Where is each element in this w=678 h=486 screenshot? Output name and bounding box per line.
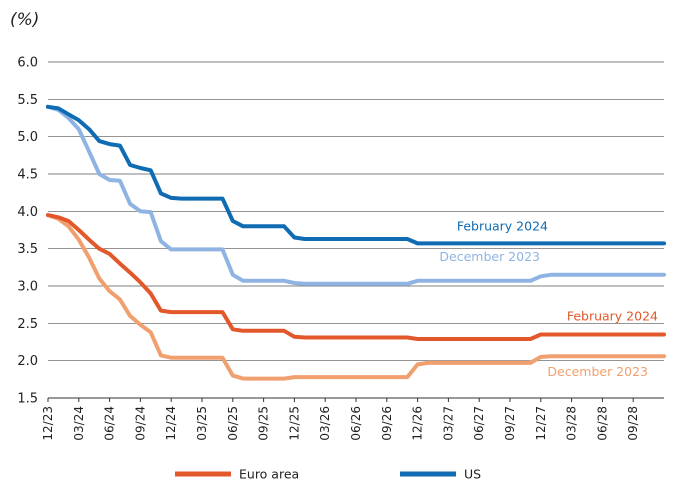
series-line-euro-area-december-2023 — [46, 213, 666, 381]
y-tick-label: 1.5 — [17, 392, 38, 407]
y-tick-label: 2.5 — [17, 317, 38, 332]
series-line-euro-area-february-2024 — [46, 213, 666, 341]
y-tick-label: 4.0 — [17, 205, 38, 220]
x-tick-label: 03/28 — [565, 406, 579, 441]
y-tick-label: 5.5 — [17, 93, 38, 108]
y-tick-label: 2.0 — [17, 354, 38, 369]
series-lines — [46, 104, 666, 381]
x-tick-label: 12/25 — [287, 406, 301, 441]
x-tick-label: 09/25 — [257, 406, 271, 441]
series-line-us-december-2023 — [46, 104, 666, 286]
x-tick-label: 03/24 — [72, 406, 86, 441]
series-label: December 2023 — [439, 249, 540, 264]
x-tick-label: 03/27 — [441, 406, 455, 441]
legend: Euro area US — [175, 467, 481, 482]
x-tick-label: 06/25 — [226, 406, 240, 441]
x-tick-label: 12/27 — [534, 406, 548, 441]
x-tick-label: 06/27 — [472, 406, 486, 441]
x-tick-label: 06/26 — [349, 406, 363, 441]
x-tick-label: 09/27 — [503, 406, 517, 441]
y-tick-label: 3.0 — [17, 280, 38, 295]
x-tick-label: 09/26 — [380, 406, 394, 441]
legend-label: US — [464, 467, 481, 482]
series-labels: February 2024 December 2023 February 2024 D… — [439, 218, 658, 379]
series-label: December 2023 — [547, 364, 648, 379]
x-tick-label: 06/24 — [103, 406, 117, 441]
y-axis-ticks: 1.5 2.0 2.5 3.0 3.5 4.0 4.5 5.0 5.5 6.0 — [17, 56, 38, 407]
y-tick-label: 5.0 — [17, 130, 38, 145]
y-tick-label: 6.0 — [17, 56, 38, 71]
series-line-us-february-2024 — [46, 104, 666, 246]
y-tick-label: 3.5 — [17, 242, 38, 257]
x-tick-label: 09/24 — [133, 406, 147, 441]
y-tick-label: 4.5 — [17, 168, 38, 183]
legend-label: Euro area — [239, 467, 299, 482]
x-tick-label: 03/25 — [195, 406, 209, 441]
x-tick-label: 12/26 — [411, 406, 425, 441]
series-label: February 2024 — [457, 218, 548, 233]
y-unit-label: (%) — [10, 10, 39, 30]
x-tick-label: 06/28 — [595, 406, 609, 441]
series-label: February 2024 — [567, 309, 658, 324]
x-tick-label: 09/28 — [626, 406, 640, 441]
x-tick-label: 03/26 — [318, 406, 332, 441]
x-tick-label: 12/24 — [164, 406, 178, 441]
x-axis-ticks: 12/23 03/24 06/24 09/24 12/24 03/25 06/25 09/25… — [41, 398, 640, 441]
gridlines — [48, 61, 664, 399]
x-tick-label: 12/23 — [41, 406, 55, 441]
